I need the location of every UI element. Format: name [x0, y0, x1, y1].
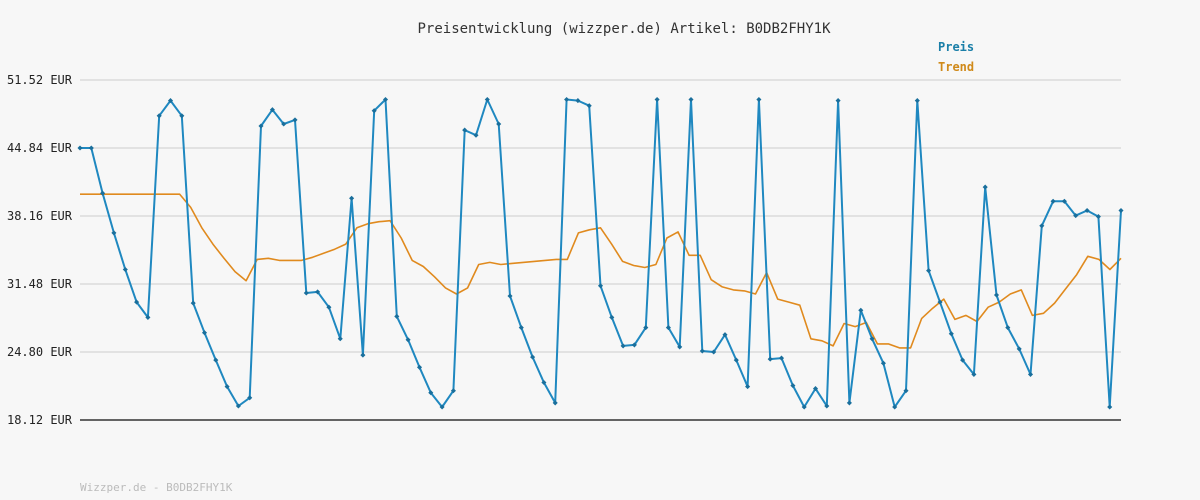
preis-point	[597, 283, 604, 289]
preis-point	[247, 395, 253, 401]
preis-point	[609, 314, 615, 320]
preis-point	[699, 348, 705, 354]
preis-point	[688, 96, 694, 103]
preis-point	[77, 145, 83, 151]
preis-point	[518, 325, 524, 331]
preis-point	[450, 388, 456, 394]
preis-point	[1050, 198, 1056, 204]
preis-point	[564, 96, 570, 103]
y-tick-label: 18.12 EUR	[7, 413, 73, 427]
preis-point	[111, 230, 117, 236]
preis-point	[869, 336, 875, 342]
preis-point	[1039, 223, 1045, 229]
chart-title: Preisentwicklung (wizzper.de) Artikel: B…	[417, 21, 831, 37]
preis-point	[1084, 207, 1090, 214]
preis-point	[190, 300, 196, 306]
preis-point	[201, 330, 208, 336]
preis-point	[620, 343, 626, 349]
preis-point	[1027, 371, 1034, 377]
preis-point	[880, 360, 886, 366]
legend-preis: Preis	[938, 40, 974, 54]
preis-point	[507, 293, 513, 299]
preis-point	[892, 404, 898, 410]
preis-point	[665, 325, 671, 331]
preis-point	[654, 96, 660, 103]
preis-point	[167, 98, 174, 104]
preis-point	[326, 304, 332, 310]
preis-point	[213, 357, 219, 363]
y-tick-label: 44.84 EUR	[7, 141, 73, 155]
preis-point	[315, 289, 321, 295]
preis-point	[767, 356, 773, 362]
preis-point	[303, 290, 309, 296]
preis-point	[824, 403, 830, 409]
preis-point	[846, 400, 852, 406]
preis-point	[1016, 346, 1022, 352]
footer-text: Wizzper.de - B0DB2FHY1K	[80, 481, 233, 494]
preis-point	[552, 400, 558, 406]
preis-point	[428, 390, 434, 396]
preis-point	[122, 266, 128, 273]
preis-line	[80, 98, 1122, 408]
preis-point	[1107, 404, 1113, 410]
preis-point	[711, 349, 717, 355]
y-axis-ticks: 51.52 EUR 44.84 EUR 38.16 EUR 31.48 EUR 24.8…	[7, 73, 73, 427]
preis-point	[677, 344, 683, 350]
series-group	[77, 96, 1124, 410]
preis-point	[835, 98, 841, 104]
preis-point	[756, 96, 762, 103]
y-tick-label: 38.16 EUR	[7, 209, 73, 223]
preis-point	[405, 337, 411, 343]
preis-point	[926, 268, 932, 274]
preis-point	[1061, 198, 1067, 204]
preis-point	[858, 307, 864, 313]
legend-trend: Trend	[938, 60, 974, 74]
preis-point	[145, 314, 151, 320]
preis-point	[292, 117, 298, 123]
y-tick-label: 31.48 EUR	[7, 277, 73, 291]
preis-point	[982, 184, 988, 190]
preis-point	[349, 195, 355, 201]
preis-point	[914, 98, 920, 104]
preis-point	[1073, 213, 1079, 219]
y-tick-label: 51.52 EUR	[7, 73, 73, 87]
preis-point	[360, 352, 366, 358]
preis-point	[790, 383, 796, 389]
preis-point	[1118, 207, 1124, 214]
preis-point	[416, 364, 423, 370]
preis-point	[337, 336, 343, 342]
preis-point	[235, 403, 241, 409]
preis-point	[473, 132, 479, 138]
preis-point	[394, 313, 400, 319]
y-tick-label: 24.80 EUR	[7, 345, 73, 359]
preis-point	[1095, 214, 1101, 220]
preis-point	[134, 299, 140, 305]
preis-point	[439, 404, 445, 410]
preis-point	[88, 145, 94, 151]
preis-point	[371, 108, 377, 114]
preis-point	[993, 292, 1000, 298]
trend-line	[80, 193, 1122, 349]
preis-point	[224, 384, 230, 390]
preis-point	[801, 404, 807, 410]
grid-lines	[80, 79, 1121, 353]
